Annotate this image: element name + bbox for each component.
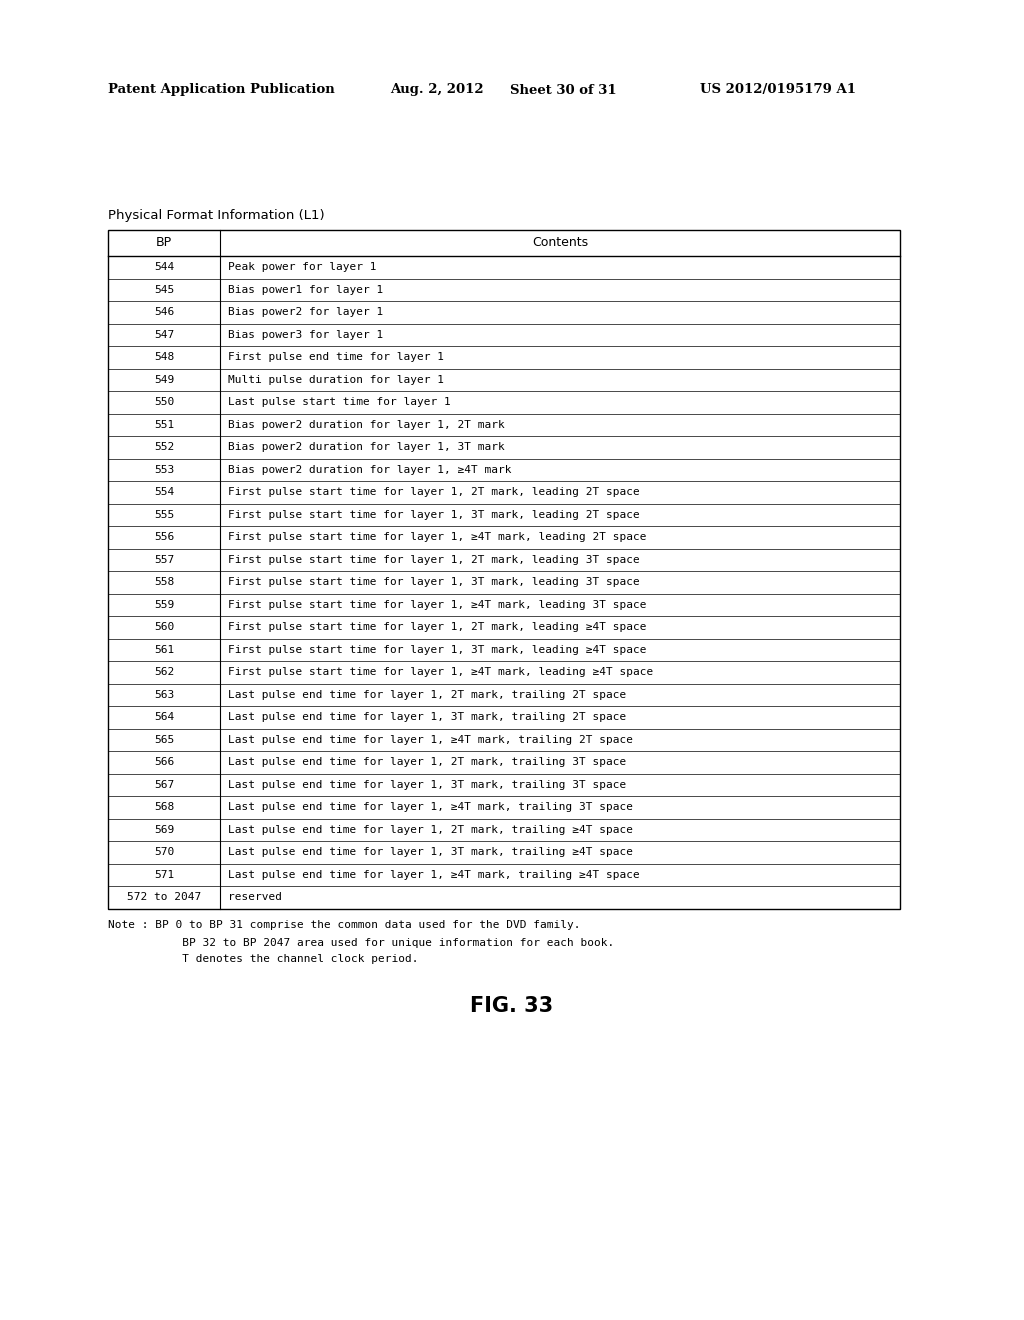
Text: BP: BP bbox=[156, 236, 172, 249]
Text: Last pulse start time for layer 1: Last pulse start time for layer 1 bbox=[228, 397, 451, 408]
Text: First pulse start time for layer 1, 3T mark, leading 2T space: First pulse start time for layer 1, 3T m… bbox=[228, 510, 640, 520]
Text: 566: 566 bbox=[154, 758, 174, 767]
Text: 558: 558 bbox=[154, 577, 174, 587]
Text: 571: 571 bbox=[154, 870, 174, 879]
Text: Contents: Contents bbox=[531, 236, 588, 249]
Text: First pulse end time for layer 1: First pulse end time for layer 1 bbox=[228, 352, 444, 362]
Text: 563: 563 bbox=[154, 690, 174, 700]
Text: Bias power2 duration for layer 1, 3T mark: Bias power2 duration for layer 1, 3T mar… bbox=[228, 442, 505, 453]
Text: Peak power for layer 1: Peak power for layer 1 bbox=[228, 263, 377, 272]
Text: Bias power2 for layer 1: Bias power2 for layer 1 bbox=[228, 308, 383, 317]
Text: Last pulse end time for layer 1, 3T mark, trailing 3T space: Last pulse end time for layer 1, 3T mark… bbox=[228, 780, 627, 789]
Text: reserved: reserved bbox=[228, 892, 282, 903]
Text: First pulse start time for layer 1, 3T mark, leading ≥4T space: First pulse start time for layer 1, 3T m… bbox=[228, 644, 646, 655]
Text: Last pulse end time for layer 1, ≥4T mark, trailing 3T space: Last pulse end time for layer 1, ≥4T mar… bbox=[228, 803, 633, 812]
Text: First pulse start time for layer 1, ≥4T mark, leading 2T space: First pulse start time for layer 1, ≥4T … bbox=[228, 532, 646, 543]
Text: Bias power2 duration for layer 1, ≥4T mark: Bias power2 duration for layer 1, ≥4T ma… bbox=[228, 465, 512, 475]
Text: 569: 569 bbox=[154, 825, 174, 834]
Text: Last pulse end time for layer 1, ≥4T mark, trailing 2T space: Last pulse end time for layer 1, ≥4T mar… bbox=[228, 735, 633, 744]
Text: Last pulse end time for layer 1, 3T mark, trailing ≥4T space: Last pulse end time for layer 1, 3T mark… bbox=[228, 847, 633, 857]
Text: FIG. 33: FIG. 33 bbox=[470, 997, 554, 1016]
Text: 548: 548 bbox=[154, 352, 174, 362]
Text: Bias power2 duration for layer 1, 2T mark: Bias power2 duration for layer 1, 2T mar… bbox=[228, 420, 505, 430]
Text: 568: 568 bbox=[154, 803, 174, 812]
Text: Aug. 2, 2012: Aug. 2, 2012 bbox=[390, 83, 483, 96]
Text: 549: 549 bbox=[154, 375, 174, 384]
Text: Sheet 30 of 31: Sheet 30 of 31 bbox=[510, 83, 616, 96]
Text: First pulse start time for layer 1, ≥4T mark, leading ≥4T space: First pulse start time for layer 1, ≥4T … bbox=[228, 667, 653, 677]
Text: Patent Application Publication: Patent Application Publication bbox=[108, 83, 335, 96]
Text: 559: 559 bbox=[154, 599, 174, 610]
Text: 551: 551 bbox=[154, 420, 174, 430]
Text: 546: 546 bbox=[154, 308, 174, 317]
Text: First pulse start time for layer 1, 2T mark, leading ≥4T space: First pulse start time for layer 1, 2T m… bbox=[228, 622, 646, 632]
Text: Last pulse end time for layer 1, 3T mark, trailing 2T space: Last pulse end time for layer 1, 3T mark… bbox=[228, 713, 627, 722]
Text: 554: 554 bbox=[154, 487, 174, 498]
Text: Bias power1 for layer 1: Bias power1 for layer 1 bbox=[228, 285, 383, 294]
Text: 564: 564 bbox=[154, 713, 174, 722]
Text: 567: 567 bbox=[154, 780, 174, 789]
Text: Last pulse end time for layer 1, 2T mark, trailing 3T space: Last pulse end time for layer 1, 2T mark… bbox=[228, 758, 627, 767]
Text: 550: 550 bbox=[154, 397, 174, 408]
Text: First pulse start time for layer 1, 2T mark, leading 2T space: First pulse start time for layer 1, 2T m… bbox=[228, 487, 640, 498]
Text: 570: 570 bbox=[154, 847, 174, 857]
Text: 552: 552 bbox=[154, 442, 174, 453]
Text: US 2012/0195179 A1: US 2012/0195179 A1 bbox=[700, 83, 856, 96]
Text: Last pulse end time for layer 1, ≥4T mark, trailing ≥4T space: Last pulse end time for layer 1, ≥4T mar… bbox=[228, 870, 640, 879]
Text: 545: 545 bbox=[154, 285, 174, 294]
Text: Multi pulse duration for layer 1: Multi pulse duration for layer 1 bbox=[228, 375, 444, 384]
Text: 557: 557 bbox=[154, 554, 174, 565]
Text: 556: 556 bbox=[154, 532, 174, 543]
Text: Last pulse end time for layer 1, 2T mark, trailing 2T space: Last pulse end time for layer 1, 2T mark… bbox=[228, 690, 627, 700]
Text: Last pulse end time for layer 1, 2T mark, trailing ≥4T space: Last pulse end time for layer 1, 2T mark… bbox=[228, 825, 633, 834]
Text: Note : BP 0 to BP 31 comprise the common data used for the DVD family.: Note : BP 0 to BP 31 comprise the common… bbox=[108, 920, 581, 931]
Text: Physical Format Information (L1): Physical Format Information (L1) bbox=[108, 209, 325, 222]
Text: 560: 560 bbox=[154, 622, 174, 632]
Text: 547: 547 bbox=[154, 330, 174, 339]
Text: 561: 561 bbox=[154, 644, 174, 655]
Text: 544: 544 bbox=[154, 263, 174, 272]
Text: 562: 562 bbox=[154, 667, 174, 677]
Text: 565: 565 bbox=[154, 735, 174, 744]
Text: BP 32 to BP 2047 area used for unique information for each book.: BP 32 to BP 2047 area used for unique in… bbox=[108, 937, 614, 948]
Text: First pulse start time for layer 1, 3T mark, leading 3T space: First pulse start time for layer 1, 3T m… bbox=[228, 577, 640, 587]
Text: First pulse start time for layer 1, 2T mark, leading 3T space: First pulse start time for layer 1, 2T m… bbox=[228, 554, 640, 565]
Text: 553: 553 bbox=[154, 465, 174, 475]
Text: First pulse start time for layer 1, ≥4T mark, leading 3T space: First pulse start time for layer 1, ≥4T … bbox=[228, 599, 646, 610]
Text: Bias power3 for layer 1: Bias power3 for layer 1 bbox=[228, 330, 383, 339]
Text: 555: 555 bbox=[154, 510, 174, 520]
Bar bbox=[108, 230, 900, 908]
Text: 572 to 2047: 572 to 2047 bbox=[127, 892, 201, 903]
Text: T denotes the channel clock period.: T denotes the channel clock period. bbox=[108, 954, 419, 965]
